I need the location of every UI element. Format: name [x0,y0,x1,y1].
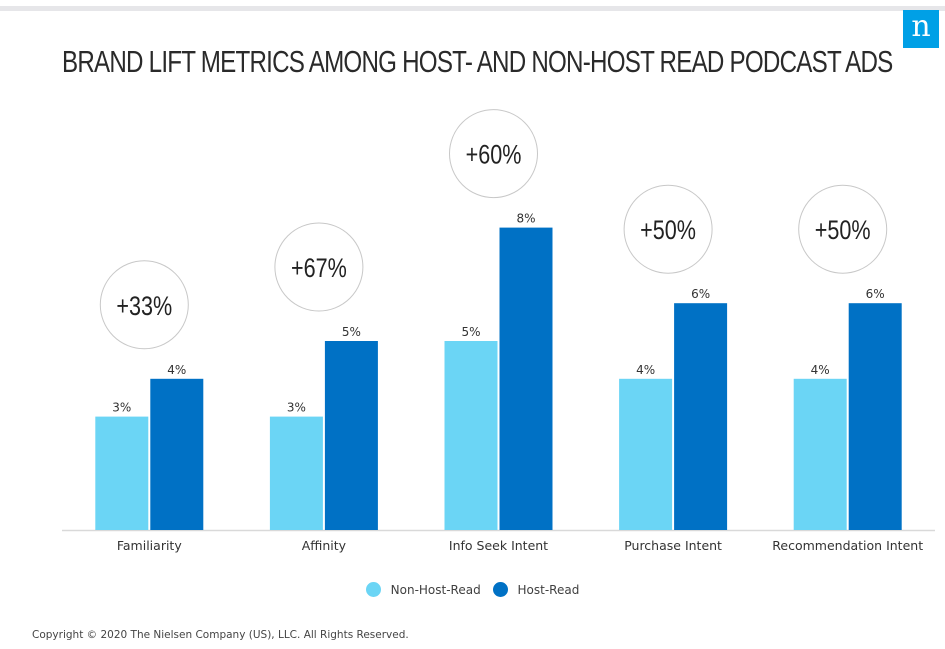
x-tick-label: Affinity [302,538,347,553]
copyright-notice: Copyright © 2020 The Nielsen Company (US… [32,629,409,641]
legend-swatch-non-host-read [365,582,381,597]
lift-annotation: +67% [291,254,347,284]
data-label: 5% [461,325,480,339]
data-label: 4% [811,363,830,377]
lift-bubble [449,109,538,199]
lift-annotation: +60% [466,140,522,170]
legend-label: Host-Read [517,582,580,597]
x-tick-label: Info Seek Intent [449,538,548,553]
chart-title: BRAND LIFT METRICS AMONG HOST- AND NON-H… [62,44,893,79]
data-label: 5% [342,325,361,339]
legend-item-host-read[interactable]: Host-Read [492,582,580,597]
lift-bubble [623,184,713,274]
lift-bubble [274,222,364,312]
top-divider-bar [0,6,945,11]
bar-non-host-read [793,378,847,530]
nielsen-logo-icon: n [903,10,939,48]
bar-host-read [150,378,204,530]
lift-annotation: +50% [640,216,696,246]
data-label: 4% [636,363,655,377]
x-tick-label: Purchase Intent [624,538,722,553]
bar-chart: 3% 4% Familiarity +33% 3% 5% Affinity +67% 5% 8% I… [62,109,935,553]
data-label: 4% [167,363,186,377]
data-label: 8% [516,212,535,226]
bar-host-read [324,341,378,530]
legend-item-non-host-read[interactable]: Non-Host-Read [365,582,481,597]
bar-host-read [674,303,728,530]
data-label: 6% [691,287,710,301]
bar-non-host-read [619,378,673,530]
bar-host-read [848,303,902,530]
data-label: 3% [112,401,131,415]
data-label: 3% [287,401,306,415]
x-tick-label: Recommendation Intent [772,538,923,553]
bar-non-host-read [95,416,149,530]
bar-non-host-read [444,341,498,530]
data-label: 6% [866,287,885,301]
lift-annotation: +33% [116,292,172,322]
bar-non-host-read [269,416,323,530]
lift-bubble [99,260,189,350]
chart-legend: Non-Host-Read Host-Read [0,582,945,600]
legend-swatch-host-read [492,582,508,597]
bar-host-read [499,227,553,530]
lift-annotation: +50% [815,216,871,246]
x-tick-label: Familiarity [117,538,182,553]
legend-label: Non-Host-Read [390,582,481,597]
lift-bubble [798,184,888,274]
